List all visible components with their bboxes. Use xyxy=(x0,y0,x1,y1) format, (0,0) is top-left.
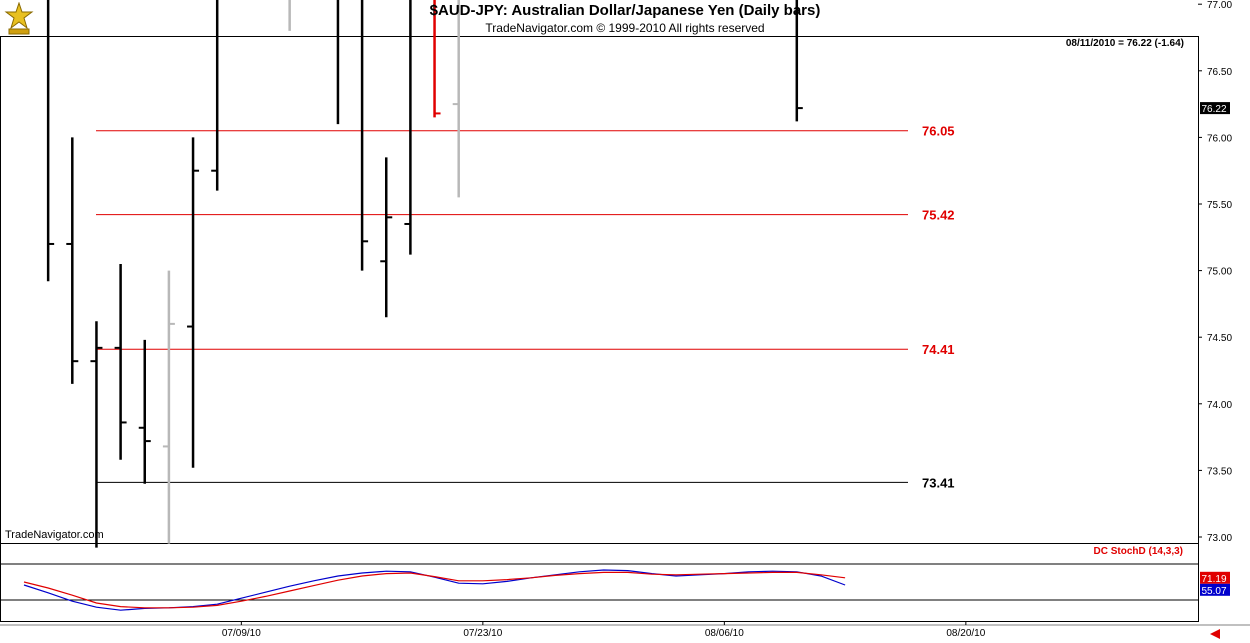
scroll-left-arrow-icon[interactable] xyxy=(1208,627,1222,641)
stoch-last-red-label: 71.19 xyxy=(1201,574,1226,585)
info-readout: 08/11/2010 = 76.22 (-1.64) xyxy=(1066,38,1184,49)
watermark-label: TradeNavigator.com xyxy=(5,529,104,541)
y-tick-label: 74.50 xyxy=(1207,333,1232,344)
status-bar xyxy=(0,626,1250,643)
y-tick-label: 73.00 xyxy=(1207,533,1232,544)
tradenavigator-logo-icon[interactable] xyxy=(3,1,35,36)
stoch-series-red xyxy=(23,571,846,609)
chart-subtitle: TradeNavigator.com © 1999-2010 All right… xyxy=(485,21,765,35)
stoch-panel-frame xyxy=(0,543,1199,622)
price-panel-frame xyxy=(0,36,1199,544)
x-tick-label: 08/20/10 xyxy=(946,628,985,639)
x-tick-label: 07/09/10 xyxy=(222,628,261,639)
y-tick-label: 73.50 xyxy=(1207,466,1232,477)
level-label: 74.41 xyxy=(922,342,955,357)
level-label: 73.41 xyxy=(922,475,955,490)
x-tick-label: 08/06/10 xyxy=(705,628,744,639)
y-tick-label: 76.00 xyxy=(1207,133,1232,144)
stoch-title: DC StochD (14,3,3) xyxy=(1094,546,1183,557)
y-tick-label: 76.50 xyxy=(1207,67,1232,78)
y-tick-label: 75.50 xyxy=(1207,200,1232,211)
y-tick-label: 74.00 xyxy=(1207,400,1232,411)
level-label: 75.42 xyxy=(922,208,955,223)
y-tick-label: 75.00 xyxy=(1207,267,1232,278)
last-price-box xyxy=(1200,102,1230,115)
stoch-last-red-box xyxy=(1200,571,1230,584)
x-tick-label: 07/23/10 xyxy=(463,628,502,639)
chart-title: $AUD-JPY: Australian Dollar/Japanese Yen… xyxy=(429,2,821,19)
stoch-last-blue-box xyxy=(1200,583,1230,596)
y-tick-label: 77.00 xyxy=(1207,0,1232,11)
level-label: 76.05 xyxy=(922,124,955,139)
stoch-last-blue-label: 55.07 xyxy=(1201,586,1226,597)
last-price-label: 76.22 xyxy=(1201,104,1226,115)
